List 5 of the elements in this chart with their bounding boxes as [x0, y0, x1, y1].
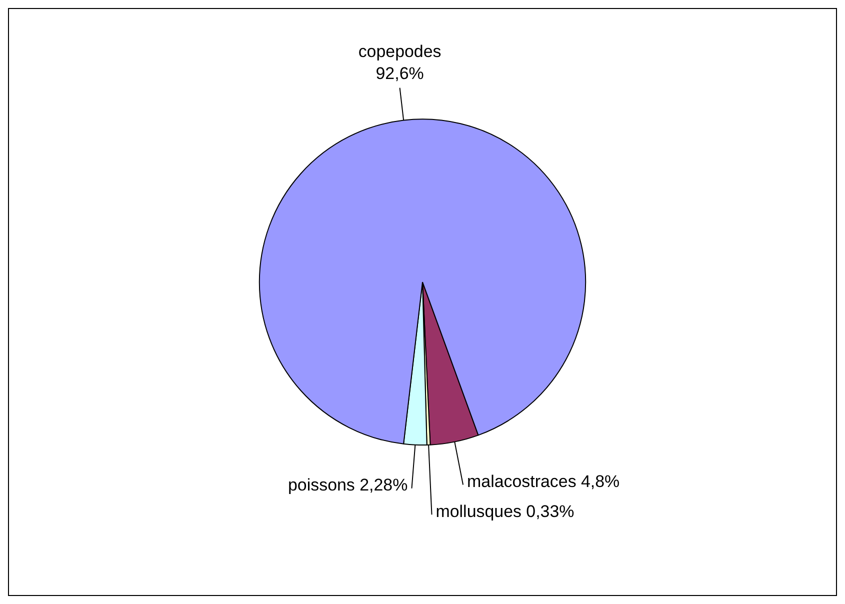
slice-label: poissons 2,28%: [288, 476, 408, 495]
slice-label: malacostraces 4,8%: [467, 472, 620, 491]
slice-label: copepodes: [358, 42, 442, 62]
data-label: 92,6%: [376, 64, 424, 84]
slice-label: mollusques 0,33%: [436, 502, 574, 521]
